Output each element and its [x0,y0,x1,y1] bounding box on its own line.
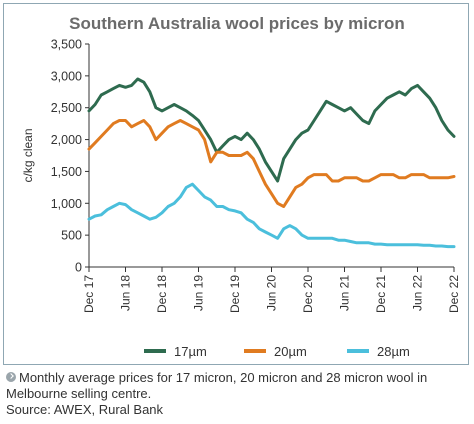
y-tick-label: 2,500 [51,101,82,115]
x-tick-label: Dec 22 [447,275,461,313]
series-line-2 [87,119,456,208]
caption-bullet-icon [6,372,16,382]
y-tick-label: 2,000 [51,133,82,147]
y-tick-label: 1,500 [51,165,82,179]
caption-source: Source: AWEX, Rural Bank [6,402,164,417]
chart-title: Southern Australia wool prices by micron [69,14,405,33]
legend-label: 20µm [274,344,307,359]
legend-label: 28µm [377,344,410,359]
x-tick-label: Dec 21 [374,275,388,313]
x-tick-label: Dec 20 [301,275,315,313]
y-tick-label: 3,500 [51,38,82,52]
x-tick-label: Dec 19 [228,275,242,313]
y-tick-label: 1,000 [51,197,82,211]
x-tick-label: Jun 22 [411,275,425,311]
chart-plot: 0 500 1,000 1,500 2,000 2,500 3,000 3,500 c/kg c… [21,38,461,360]
chart-frame: Southern Australia wool prices by micron… [3,3,469,365]
x-tick-label: Dec 17 [82,275,96,313]
legend-label: 17µm [174,344,207,359]
x-tick-label: Jun 18 [119,275,133,311]
x-tick-label: Jun 19 [192,275,206,311]
y-tick-label: 3,000 [51,69,82,83]
x-tick-label: Dec 18 [155,275,169,313]
chart-caption: Monthly average prices for 17 micron, 20… [6,370,466,418]
legend: 17µm 20µm 28µm [144,344,410,359]
y-tick-label: 0 [75,261,82,275]
caption-text: Monthly average prices for 17 micron, 20… [6,370,428,401]
y-tick-label: 500 [61,229,82,243]
axes: 0 500 1,000 1,500 2,000 2,500 3,000 3,500 c/kg c… [21,38,461,314]
y-axis-label: c/kg clean [21,128,35,182]
series-line-3 [87,182,456,249]
x-tick-label: Jun 21 [338,275,352,311]
x-tick-label: Jun 20 [265,275,279,311]
series-line-1 [87,77,456,183]
series-layer [87,77,456,249]
